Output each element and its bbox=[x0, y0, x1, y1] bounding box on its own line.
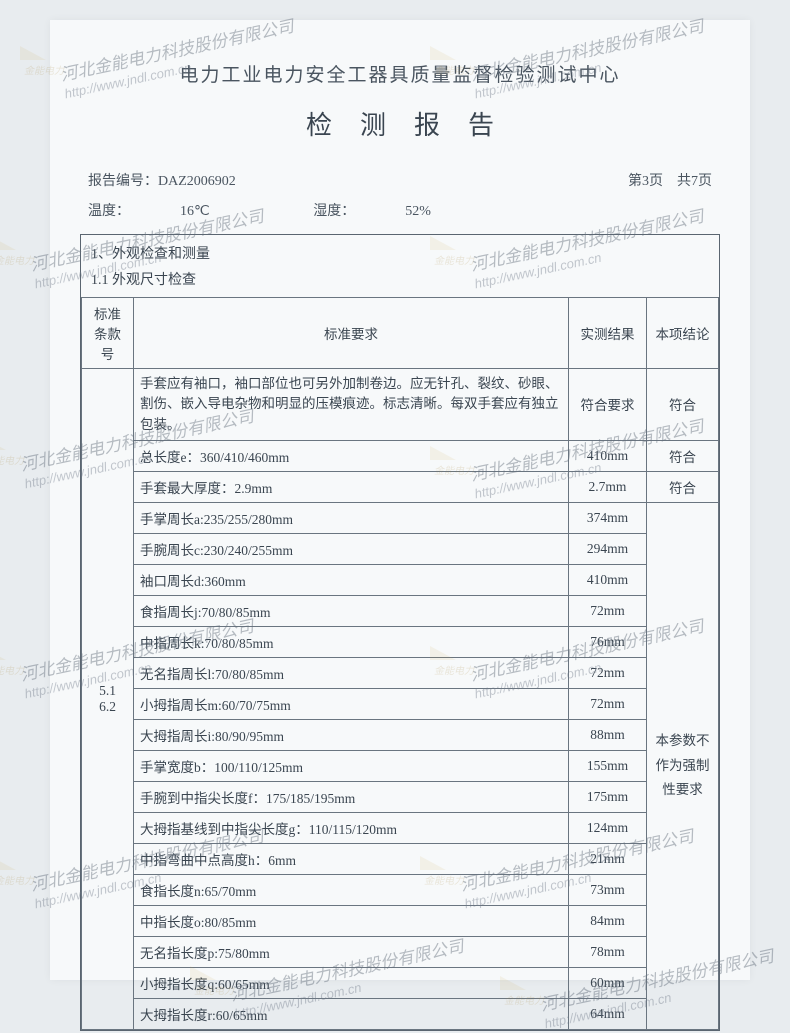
requirement-cell: 小拇指周长m:60/70/75mm bbox=[134, 688, 569, 719]
th-measured: 实测结果 bbox=[569, 298, 647, 369]
requirement-cell: 手掌宽度b：100/110/125mm bbox=[134, 750, 569, 781]
measured-cell: 124mm bbox=[569, 812, 647, 843]
conclusion-cell: 符合 bbox=[647, 440, 719, 471]
table-row: 总长度e：360/410/460mm410mm符合 bbox=[82, 440, 719, 471]
requirement-cell: 食指长度n:65/70mm bbox=[134, 874, 569, 905]
watermark-logo bbox=[0, 856, 45, 886]
th-clause: 标准条款号 bbox=[82, 298, 134, 369]
measured-cell: 72mm bbox=[569, 657, 647, 688]
table-row: 食指长度n:65/70mm73mm bbox=[82, 874, 719, 905]
watermark-logo bbox=[0, 436, 35, 466]
requirement-cell: 手腕周长c:230/240/255mm bbox=[134, 533, 569, 564]
requirement-cell: 中指弯曲中点高度h：6mm bbox=[134, 843, 569, 874]
requirement-cell: 食指周长j:70/80/85mm bbox=[134, 595, 569, 626]
requirement-cell: 无名指长度p:75/80mm bbox=[134, 936, 569, 967]
table-header-row: 标准条款号 标准要求 实测结果 本项结论 bbox=[82, 298, 719, 369]
requirement-cell: 手腕到中指尖长度f：175/185/195mm bbox=[134, 781, 569, 812]
section-1-1: 1.1 外观尺寸检查 bbox=[81, 267, 719, 297]
table-row: 无名指周长l:70/80/85mm72mm bbox=[82, 657, 719, 688]
measured-cell: 155mm bbox=[569, 750, 647, 781]
env-row: 温度：16℃ 湿度：52% bbox=[80, 200, 720, 220]
report-number: 报告编号：DAZ2006902 bbox=[88, 170, 236, 190]
temperature: 温度：16℃ bbox=[88, 204, 260, 219]
table-row: 大拇指周长i:80/90/95mm88mm bbox=[82, 719, 719, 750]
requirement-cell: 大拇指长度r:60/65mm bbox=[134, 998, 569, 1029]
watermark-logo bbox=[0, 646, 35, 676]
measured-cell: 72mm bbox=[569, 688, 647, 719]
measured-cell: 符合要求 bbox=[569, 369, 647, 441]
table-row: 中指弯曲中点高度h：6mm21mm bbox=[82, 843, 719, 874]
table-row: 中指长度o:80/85mm84mm bbox=[82, 905, 719, 936]
conclusion-cell: 符合 bbox=[647, 369, 719, 441]
conclusion-merged-cell: 本参数不作为强制性要求 bbox=[647, 502, 719, 1029]
requirement-cell: 无名指周长l:70/80/85mm bbox=[134, 657, 569, 688]
requirement-cell: 总长度e：360/410/460mm bbox=[134, 440, 569, 471]
table-row: 小拇指周长m:60/70/75mm72mm bbox=[82, 688, 719, 719]
table-row: 食指周长j:70/80/85mm72mm bbox=[82, 595, 719, 626]
table-row: 手腕周长c:230/240/255mm294mm bbox=[82, 533, 719, 564]
clause-cell: 5.1 6.2 bbox=[82, 369, 134, 1030]
requirement-cell: 大拇指基线到中指尖长度g：110/115/120mm bbox=[134, 812, 569, 843]
measured-cell: 72mm bbox=[569, 595, 647, 626]
measured-cell: 294mm bbox=[569, 533, 647, 564]
measured-cell: 175mm bbox=[569, 781, 647, 812]
watermark-logo bbox=[0, 236, 45, 266]
requirement-cell: 手套应有袖口，袖口部位也可另外加制卷边。应无针孔、裂纹、砂眼、割伤、嵌入导电杂物… bbox=[134, 369, 569, 441]
requirement-cell: 中指周长k:70/80/85mm bbox=[134, 626, 569, 657]
th-conclusion: 本项结论 bbox=[647, 298, 719, 369]
meta-row: 报告编号：DAZ2006902 第3页 共7页 bbox=[80, 170, 720, 190]
table-row: 手腕到中指尖长度f：175/185/195mm175mm bbox=[82, 781, 719, 812]
table-row: 袖口周长d:360mm410mm bbox=[82, 564, 719, 595]
content-box: 1、外观检查和测量 1.1 外观尺寸检查 标准条款号 标准要求 实测结果 本项结… bbox=[80, 234, 720, 1031]
measured-cell: 410mm bbox=[569, 440, 647, 471]
org-title: 电力工业电力安全工器具质量监督检验测试中心 bbox=[80, 60, 720, 87]
requirement-cell: 大拇指周长i:80/90/95mm bbox=[134, 719, 569, 750]
doc-title: 检测报告 bbox=[80, 105, 720, 142]
measured-cell: 21mm bbox=[569, 843, 647, 874]
measured-cell: 64mm bbox=[569, 998, 647, 1029]
requirement-cell: 袖口周长d:360mm bbox=[134, 564, 569, 595]
measured-cell: 76mm bbox=[569, 626, 647, 657]
measured-cell: 2.7mm bbox=[569, 471, 647, 502]
table-row: 5.1 6.2手套应有袖口，袖口部位也可另外加制卷边。应无针孔、裂纹、砂眼、割伤… bbox=[82, 369, 719, 441]
table-row: 手套最大厚度：2.9mm2.7mm符合 bbox=[82, 471, 719, 502]
conclusion-cell: 符合 bbox=[647, 471, 719, 502]
table-row: 手掌宽度b：100/110/125mm155mm bbox=[82, 750, 719, 781]
spec-table: 标准条款号 标准要求 实测结果 本项结论 5.1 6.2手套应有袖口，袖口部位也… bbox=[81, 297, 719, 1030]
measured-cell: 88mm bbox=[569, 719, 647, 750]
measured-cell: 78mm bbox=[569, 936, 647, 967]
measured-cell: 84mm bbox=[569, 905, 647, 936]
requirement-cell: 小拇指长度q:60/65mm bbox=[134, 967, 569, 998]
table-row: 小拇指长度q:60/65mm60mm bbox=[82, 967, 719, 998]
measured-cell: 60mm bbox=[569, 967, 647, 998]
requirement-cell: 中指长度o:80/85mm bbox=[134, 905, 569, 936]
humidity: 湿度：52% bbox=[313, 204, 481, 219]
page-info: 第3页 共7页 bbox=[628, 170, 712, 190]
measured-cell: 73mm bbox=[569, 874, 647, 905]
report-page: 电力工业电力安全工器具质量监督检验测试中心 检测报告 报告编号：DAZ20069… bbox=[50, 20, 750, 980]
th-requirement: 标准要求 bbox=[134, 298, 569, 369]
table-row: 大拇指基线到中指尖长度g：110/115/120mm124mm bbox=[82, 812, 719, 843]
requirement-cell: 手掌周长a:235/255/280mm bbox=[134, 502, 569, 533]
measured-cell: 374mm bbox=[569, 502, 647, 533]
table-row: 无名指长度p:75/80mm78mm bbox=[82, 936, 719, 967]
requirement-cell: 手套最大厚度：2.9mm bbox=[134, 471, 569, 502]
table-row: 中指周长k:70/80/85mm76mm bbox=[82, 626, 719, 657]
table-row: 手掌周长a:235/255/280mm374mm本参数不作为强制性要求 bbox=[82, 502, 719, 533]
section-1: 1、外观检查和测量 bbox=[81, 235, 719, 267]
measured-cell: 410mm bbox=[569, 564, 647, 595]
table-row: 大拇指长度r:60/65mm64mm bbox=[82, 998, 719, 1029]
